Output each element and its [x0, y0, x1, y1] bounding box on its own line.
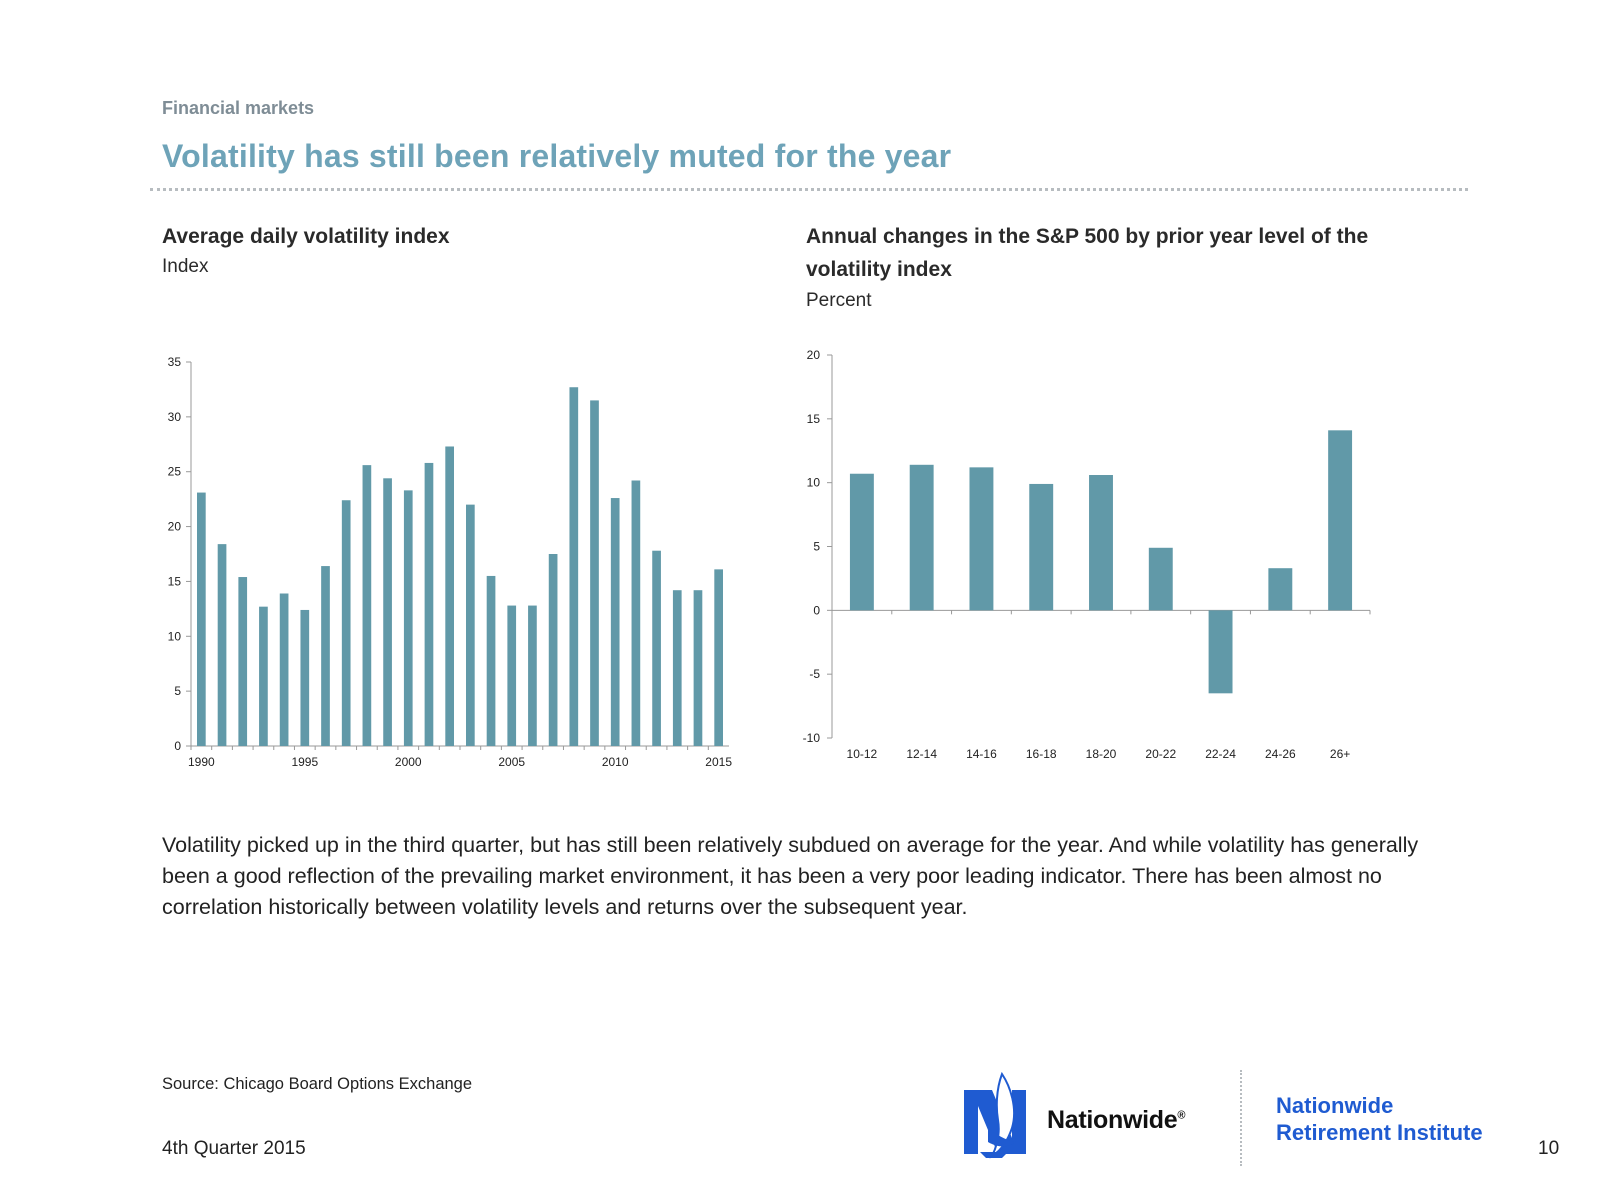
- bar-16-18: [1029, 483, 1054, 611]
- x-tick-label: 2000: [395, 755, 422, 769]
- bar-1992: [238, 577, 248, 746]
- bar-2001: [424, 462, 434, 746]
- bar-20-22: [1148, 547, 1173, 611]
- x-tick-label: 10-12: [847, 747, 878, 761]
- page-number: 10: [1538, 1138, 1560, 1159]
- bar-2007: [548, 554, 558, 746]
- bar-2009: [590, 400, 599, 746]
- commentary-text: Volatility picked up in the third quarte…: [162, 833, 1419, 919]
- x-tick-label: 14-16: [966, 747, 997, 761]
- bar-2004: [486, 575, 496, 746]
- bar-24-26: [1268, 568, 1293, 611]
- bar-12-14: [909, 464, 934, 611]
- eagle-n-logo-icon: [964, 1071, 1026, 1159]
- x-tick-label: 2010: [602, 755, 629, 769]
- brand-name: Nationwide®: [1047, 1106, 1185, 1135]
- x-tick-label: 16-18: [1026, 747, 1057, 761]
- institute-line-2: Retirement Institute: [1276, 1120, 1483, 1145]
- bar-2000: [403, 490, 413, 746]
- y-tick-label: 5: [813, 540, 820, 554]
- bar-1997: [341, 500, 351, 746]
- bar-18-20: [1089, 475, 1113, 611]
- y-tick-label: 10: [168, 629, 182, 643]
- bar-22-24: [1208, 610, 1233, 694]
- bar-1995: [300, 609, 310, 746]
- bar-1990: [197, 492, 206, 746]
- chart-2-unit: Percent: [806, 290, 872, 311]
- source-note: Source: Chicago Board Options Exchange: [162, 1075, 473, 1093]
- y-tick-label: 5: [174, 684, 181, 698]
- bar-10-12: [849, 473, 874, 611]
- institute-name: Nationwide Retirement Institute: [1276, 1092, 1483, 1146]
- bar-2013: [672, 590, 682, 746]
- volatility-index-chart: 0 5 10 15 20 25 30 35 1990 1995 2000 2005 2010 2015: [168, 355, 733, 769]
- title-divider: [150, 188, 1468, 191]
- x-tick-label: 24-26: [1265, 747, 1296, 761]
- bar-2008: [569, 387, 579, 746]
- bar-26+: [1328, 430, 1353, 611]
- section-label: Financial markets: [162, 98, 315, 118]
- x-tick-label: 1995: [291, 755, 318, 769]
- y-tick-label: 0: [813, 603, 820, 617]
- y-tick-label: -10: [803, 731, 821, 745]
- x-tick-label: 22-24: [1205, 747, 1236, 761]
- bar-2003: [466, 504, 475, 746]
- chart-2-title: Annual changes in the S&P 500 by prior y…: [806, 225, 1369, 281]
- y-tick-label: 0: [174, 739, 181, 753]
- bar-1999: [383, 478, 392, 746]
- y-tick-label: 30: [168, 410, 182, 424]
- institute-line-1: Nationwide: [1276, 1093, 1394, 1118]
- bar-1998: [362, 465, 372, 746]
- y-tick-label: 10: [807, 476, 821, 490]
- bar-2014: [693, 590, 703, 746]
- page-title: Volatility has still been relatively mut…: [162, 138, 952, 174]
- bar-1994: [279, 593, 289, 746]
- bar-2006: [528, 605, 537, 746]
- x-tick-label: 1990: [188, 755, 215, 769]
- bar-2011: [631, 480, 641, 746]
- x-tick-label: 26+: [1330, 747, 1350, 761]
- x-tick-label: 20-22: [1145, 747, 1176, 761]
- y-tick-label: -5: [809, 667, 820, 681]
- chart-1-title: Average daily volatility index: [162, 225, 450, 248]
- bar-14-16: [969, 467, 994, 611]
- x-tick-label: 18-20: [1086, 747, 1117, 761]
- bar-1996: [321, 566, 330, 746]
- x-tick-label: 12-14: [906, 747, 937, 761]
- bar-2012: [652, 550, 661, 746]
- y-tick-label: 20: [807, 348, 821, 362]
- y-tick-label: 20: [168, 520, 182, 534]
- bar-2010: [610, 498, 620, 746]
- bar-1991: [217, 544, 227, 746]
- report-quarter: 4th Quarter 2015: [162, 1138, 306, 1159]
- bar-2005: [507, 605, 517, 746]
- x-tick-label: 2015: [705, 755, 732, 769]
- registered-mark: ®: [1177, 1109, 1186, 1122]
- footer-separator: [1240, 1070, 1242, 1166]
- y-tick-label: 35: [168, 355, 182, 369]
- y-tick-label: 15: [807, 412, 821, 426]
- y-tick-label: 25: [168, 465, 182, 479]
- bar-2015: [714, 569, 723, 746]
- bar-2002: [445, 446, 454, 746]
- bar-1993: [259, 606, 268, 746]
- x-tick-label: 2005: [498, 755, 525, 769]
- sp500-changes-chart: -10 -5 0 5 10 15 20 10-12 12-14 14-16 16-18 18-20 20…: [803, 348, 1371, 761]
- y-tick-label: 15: [168, 574, 182, 588]
- brand-name-text: Nationwide: [1047, 1106, 1178, 1134]
- chart-1-unit: Index: [162, 256, 209, 277]
